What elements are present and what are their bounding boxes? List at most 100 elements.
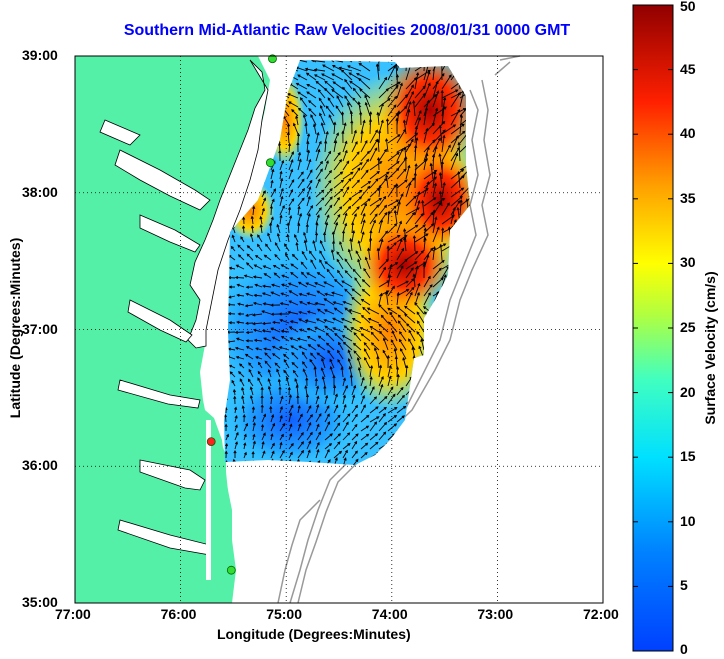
velocity-arrow: [225, 433, 230, 441]
velocity-arrow: [378, 376, 384, 387]
velocity-arrow: [386, 354, 390, 369]
velocity-arrow: [288, 412, 293, 423]
velocity-arrow: [405, 77, 418, 90]
velocity-arrow: [423, 284, 433, 297]
velocity-arrow: [297, 178, 305, 189]
velocity-arrow: [405, 364, 409, 378]
velocity-arrow: [297, 404, 301, 414]
velocity-arrow: [252, 275, 263, 279]
colorbar-tick-label: 45: [680, 60, 696, 77]
velocity-arrow: [299, 97, 308, 108]
velocity-arrow: [298, 292, 308, 297]
velocity-arrow: [320, 122, 326, 135]
velocity-arrow: [314, 301, 326, 306]
velocity-arrow: [423, 197, 437, 207]
velocity-arrow: [350, 119, 354, 135]
velocity-arrow: [261, 310, 272, 315]
velocity-arrow: [396, 82, 403, 99]
velocity-arrow: [243, 442, 247, 450]
velocity-arrow: [276, 223, 281, 234]
x-tick-label: 72:00: [583, 606, 619, 622]
velocity-arrow: [387, 104, 397, 117]
velocity-arrow: [396, 220, 403, 234]
velocity-arrow: [306, 292, 317, 297]
velocity-arrow: [333, 414, 341, 423]
velocity-arrow: [332, 384, 337, 396]
velocity-arrow: [369, 213, 378, 225]
velocity-arrow: [290, 271, 299, 279]
velocity-arrow: [336, 349, 344, 360]
velocity-arrow: [229, 371, 236, 378]
velocity-arrow: [315, 423, 320, 432]
velocity-arrow: [315, 214, 320, 225]
velocity-arrow: [416, 331, 425, 342]
colorbar-tick-label: 30: [680, 254, 696, 271]
velocity-arrow: [432, 259, 445, 270]
velocity-arrow: [347, 248, 353, 261]
velocity-arrow: [340, 111, 345, 126]
velocity-arrow: [397, 320, 407, 333]
velocity-arrow: [438, 124, 443, 144]
velocity-arrow: [387, 414, 398, 423]
velocity-arrow: [459, 183, 470, 198]
velocity-arrow: [360, 298, 371, 306]
velocity-arrow: [378, 238, 384, 252]
velocity-arrow: [440, 89, 444, 108]
velocity-arrow: [288, 206, 292, 216]
velocity-arrow: [308, 100, 317, 108]
velocity-arrow: [334, 332, 344, 342]
velocity-arrow: [378, 413, 386, 423]
velocity-arrow: [360, 185, 371, 198]
velocity-arrow: [441, 74, 452, 90]
velocity-arrow: [315, 148, 321, 162]
velocity-arrow: [290, 263, 299, 270]
velocity-arrow: [360, 150, 371, 162]
velocity-arrow: [235, 355, 245, 360]
velocity-arrow: [377, 60, 381, 72]
velocity-arrow: [355, 72, 371, 81]
velocity-arrow: [360, 404, 366, 414]
velocity-arrow: [228, 285, 235, 289]
velocity-arrow: [253, 293, 263, 298]
velocity-arrow: [432, 209, 436, 225]
velocity-arrow: [404, 155, 408, 171]
velocity-arrow: [276, 232, 281, 243]
velocity-arrow: [319, 259, 326, 270]
velocity-arrow: [267, 378, 272, 387]
velocity-arrow: [342, 403, 347, 414]
velocity-arrow: [238, 371, 245, 378]
velocity-arrow: [315, 413, 322, 423]
velocity-arrow: [396, 193, 404, 207]
velocity-arrow: [302, 368, 308, 378]
y-tick-label: 37:00: [22, 320, 58, 337]
velocity-arrow: [432, 277, 444, 288]
velocity-arrow: [315, 403, 320, 414]
velocity-arrow: [441, 182, 446, 198]
y-tick-label: 38:00: [22, 183, 58, 200]
velocity-arrow: [227, 312, 236, 316]
velocity-arrow: [242, 413, 246, 423]
velocity-arrow: [324, 196, 333, 207]
velocity-arrow: [414, 302, 425, 315]
velocity-arrow: [246, 245, 254, 252]
velocity-arrow: [310, 60, 326, 63]
velocity-arrow: [270, 198, 275, 207]
velocity-arrow: [351, 384, 357, 396]
velocity-arrow: [316, 352, 326, 360]
velocity-arrow: [369, 187, 380, 198]
velocity-arrow: [405, 267, 414, 279]
velocity-arrow: [297, 107, 308, 117]
velocity-arrow: [405, 211, 416, 225]
velocity-arrow: [331, 291, 344, 297]
velocity-arrow: [370, 331, 380, 342]
velocity-arrow: [241, 405, 245, 414]
velocity-arrow: [324, 448, 330, 459]
velocity-arrow: [342, 300, 353, 306]
velocity-arrow: [400, 347, 407, 360]
velocity-arrow: [295, 82, 308, 90]
velocity-arrow: [279, 159, 285, 171]
velocity-arrow: [279, 170, 283, 180]
velocity-arrow: [360, 180, 372, 189]
velocity-arrow: [247, 378, 254, 387]
velocity-arrow: [304, 319, 317, 324]
